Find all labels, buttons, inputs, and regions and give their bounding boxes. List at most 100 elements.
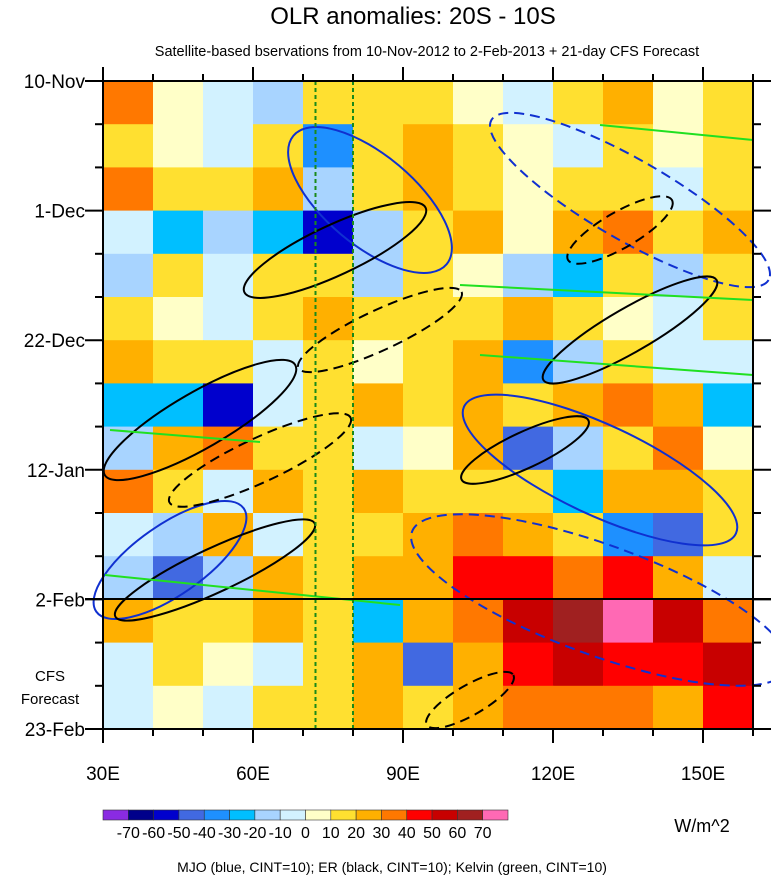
chart-title: OLR anomalies: 20S - 10S (270, 3, 555, 30)
heatmap-cell (653, 599, 704, 644)
heatmap-cell (653, 167, 704, 212)
heatmap-cell (453, 297, 504, 341)
colorbar-swatch (178, 809, 205, 821)
heatmap-cell (403, 383, 454, 428)
heatmap-cell (653, 513, 704, 557)
heatmap-cell (453, 124, 504, 168)
er-contour (242, 201, 428, 299)
heatmap-cell (253, 685, 304, 730)
heatmap-cell (153, 124, 204, 168)
heatmap-cell (203, 642, 254, 687)
heatmap-cell (703, 599, 754, 644)
colorbar-swatch (203, 809, 230, 821)
heatmap-cell (403, 124, 454, 168)
heatmap-cell (103, 383, 154, 428)
heatmap-cell (303, 124, 354, 168)
heatmap-cell (653, 340, 704, 384)
heatmap-cell (503, 210, 554, 255)
heatmap-cell (503, 513, 554, 557)
heatmap-cell (403, 469, 454, 514)
heatmap-cell (703, 124, 754, 168)
heatmap-cell (353, 426, 404, 471)
heatmap-cell (553, 124, 604, 168)
heatmap-cell (603, 469, 654, 514)
x-tick-label: 90E (386, 764, 420, 785)
heatmap-cell (703, 253, 754, 298)
heatmap-cell (603, 685, 654, 730)
heatmap-cell (403, 599, 454, 644)
y-tick-label: 10-Nov (24, 72, 86, 93)
heatmap-cell (553, 642, 604, 687)
heatmap-cell (203, 685, 254, 730)
heatmap-cell (503, 426, 554, 471)
y-tick-label: 1-Dec (34, 202, 85, 223)
colorbar-label: 50 (423, 825, 441, 842)
heatmap-cell (653, 383, 704, 428)
heatmap-cell (603, 642, 654, 687)
heatmap-cell (603, 210, 654, 255)
heatmap-cell (603, 297, 654, 341)
heatmap-cell (453, 685, 504, 730)
heatmap-cell (403, 340, 454, 384)
heatmap-cell (203, 383, 254, 428)
heatmap-cell (153, 642, 204, 687)
heatmap-cell (353, 124, 404, 168)
heatmap-cell (153, 513, 204, 557)
contour-legend: MJO (blue, CINT=10); ER (black, CINT=10)… (177, 859, 607, 875)
heatmap-cell (353, 556, 404, 600)
heatmap-cell (203, 297, 254, 341)
x-tick-label: 120E (531, 764, 575, 785)
kelvin-contour (459, 284, 754, 301)
heatmap-cell (553, 81, 604, 125)
heatmap-cell (703, 642, 754, 687)
heatmap-cell (653, 469, 704, 514)
heatmap-cell (353, 253, 404, 298)
heatmap-cell (703, 383, 754, 428)
y-tick-label: 2-Feb (35, 590, 85, 611)
heatmap-cell (353, 685, 404, 730)
heatmap-cell (603, 556, 654, 600)
colorbar-swatch (229, 809, 256, 821)
heatmap-cell (703, 81, 754, 125)
heatmap-cell (403, 513, 454, 557)
heatmap-cell (603, 81, 654, 125)
heatmap-cell (553, 210, 604, 255)
x-tick-label: 60E (236, 764, 270, 785)
heatmap-cell (603, 167, 654, 212)
colorbar-swatch (381, 809, 408, 821)
heatmap-cell (153, 210, 204, 255)
heatmap-cell (703, 210, 754, 255)
kelvin-contour (479, 354, 754, 376)
forecast-label-line1: CFS (35, 668, 65, 685)
heatmap-cell (303, 340, 354, 384)
kelvin-contour (109, 429, 261, 443)
heatmap-cell (553, 556, 604, 600)
colorbar: -70 -60 -50 -40 -30 -20 -10 0 10 20 30 40 50 60 70 (102, 809, 509, 842)
heatmap-cell (253, 599, 304, 644)
heatmap-cell (603, 599, 654, 644)
heatmap-cell (503, 167, 554, 212)
heatmap-cell (103, 297, 154, 341)
heatmap-cell (703, 556, 754, 600)
heatmap-cell (103, 685, 154, 730)
heatmap-cell (353, 167, 404, 212)
heatmap-cell (303, 253, 354, 298)
heatmap-cell (153, 685, 204, 730)
heatmap-cell (403, 556, 454, 600)
heatmap-cell (103, 210, 154, 255)
heatmap-cell (303, 81, 354, 125)
heatmap-cell (453, 426, 504, 471)
heatmap-cell (103, 469, 154, 514)
heatmap-cell (353, 599, 404, 644)
heatmap-cell (703, 167, 754, 212)
er-contour (541, 275, 719, 385)
y-tick-label: 22-Dec (24, 331, 85, 352)
colorbar-swatch (305, 809, 332, 821)
heatmap-cell (503, 297, 554, 341)
heatmap-cell (353, 642, 404, 687)
colorbar-label: -60 (142, 825, 165, 842)
heatmap-cell (553, 297, 604, 341)
heatmap-cell (703, 297, 754, 341)
heatmap-cell (203, 124, 254, 168)
colorbar-units: W/m^2 (674, 816, 729, 836)
